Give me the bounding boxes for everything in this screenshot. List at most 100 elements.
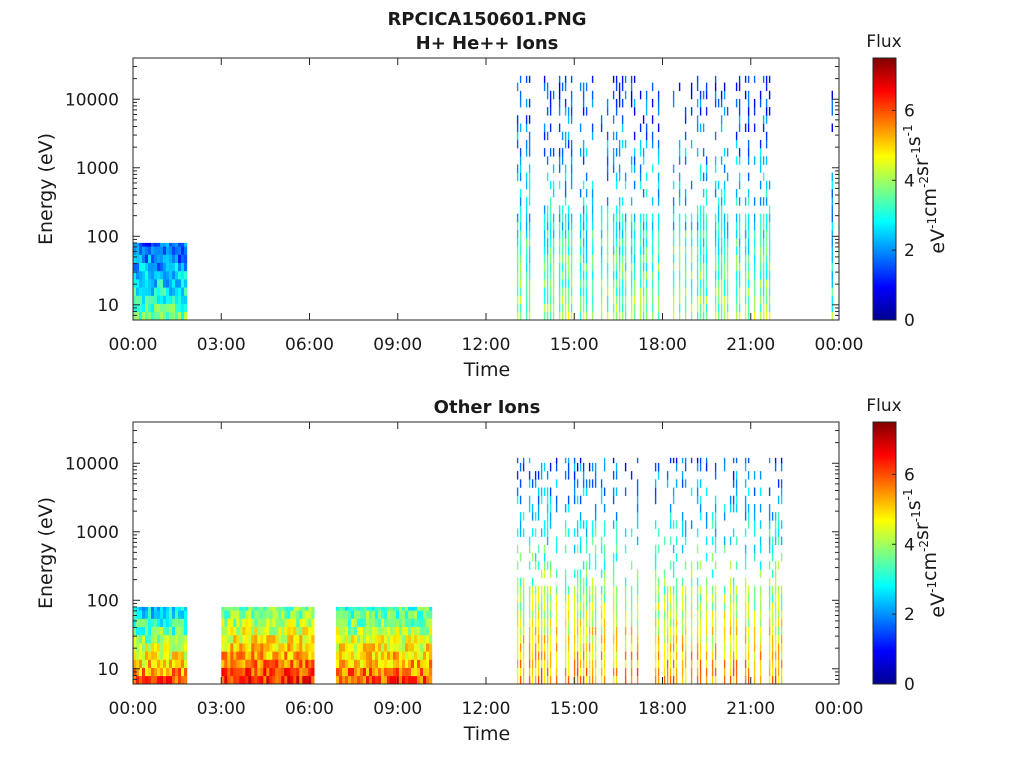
flux-cell — [357, 675, 361, 685]
flux-cell — [657, 610, 660, 619]
flux-cell — [429, 610, 433, 619]
flux-cell — [615, 229, 618, 239]
flux-cell — [633, 107, 636, 116]
flux-cell — [236, 651, 240, 660]
flux-cell — [714, 495, 717, 505]
flux-cell — [573, 585, 576, 595]
flux-cell — [540, 593, 543, 603]
flux-cell — [184, 618, 188, 627]
flux-cell — [567, 205, 570, 214]
flux-cell — [230, 675, 234, 685]
flux-cell — [690, 487, 693, 496]
flux-cell — [645, 270, 648, 280]
flux-cell — [624, 528, 627, 537]
x-tick-label: 00:00 — [109, 335, 158, 355]
flux-cell — [579, 82, 582, 92]
flux-cell — [684, 667, 687, 677]
flux-cell — [672, 520, 675, 529]
flux-cell — [175, 287, 179, 296]
flux-cell — [402, 634, 406, 644]
flux-cell — [151, 270, 155, 280]
flux-cell — [172, 303, 176, 313]
flux-cell — [735, 479, 738, 488]
flux-cell — [603, 569, 606, 578]
flux-cell — [154, 311, 158, 321]
flux-cell — [720, 254, 723, 263]
flux-cell — [561, 246, 564, 255]
flux-cell — [726, 254, 729, 263]
flux-cell — [657, 659, 660, 668]
flux-cell — [573, 528, 576, 537]
flux-cell — [768, 618, 771, 627]
flux-cell — [744, 651, 747, 660]
flux-cell — [714, 164, 717, 173]
flux-cell — [567, 246, 570, 255]
flux-cell — [564, 651, 567, 660]
flux-cell — [780, 643, 783, 652]
flux-cell — [624, 311, 627, 321]
flux-cell — [696, 221, 699, 231]
flux-cell — [537, 585, 540, 595]
flux-cell — [600, 610, 603, 619]
flux-cell — [299, 643, 303, 652]
flux-cell — [163, 246, 167, 255]
flux-cell — [576, 634, 579, 644]
flux-cell — [139, 651, 143, 660]
flux-cell — [768, 528, 771, 537]
flux-cell — [552, 189, 555, 198]
flux-cell — [600, 221, 603, 231]
flux-cell — [342, 634, 346, 644]
flux-cell — [163, 675, 167, 685]
flux-cell — [166, 643, 170, 652]
flux-cell — [651, 213, 654, 223]
flux-cell — [239, 610, 243, 619]
flux-cell — [738, 172, 741, 182]
flux-cell — [585, 246, 588, 255]
flux-cell — [175, 618, 179, 627]
flux-cell — [233, 651, 237, 660]
flux-cell — [675, 457, 678, 464]
flux-cell — [639, 90, 642, 100]
flux-cell — [543, 626, 546, 636]
flux-cell — [624, 618, 627, 627]
flux-cell — [227, 667, 231, 677]
flux-cell — [396, 651, 400, 660]
flux-cell — [669, 520, 672, 529]
flux-cell — [732, 503, 735, 513]
flux-cell — [516, 238, 519, 247]
flux-cell — [516, 618, 519, 627]
flux-cell — [681, 610, 684, 619]
flux-cell — [245, 618, 249, 627]
flux-cell — [675, 618, 678, 627]
flux-cell — [657, 172, 660, 182]
flux-cell — [747, 675, 750, 685]
flux-cell — [221, 659, 225, 668]
flux-cell — [699, 246, 702, 255]
flux-cell — [672, 487, 675, 496]
flux-cell — [555, 536, 558, 546]
flux-cell — [178, 254, 182, 263]
flux-cell — [311, 667, 315, 677]
flux-cell — [166, 626, 170, 636]
flux-cell — [681, 585, 684, 595]
flux-cell — [666, 667, 669, 677]
flux-cell — [525, 139, 528, 149]
flux-cell — [738, 213, 741, 223]
flux-cell — [696, 602, 699, 611]
flux-cell — [414, 610, 418, 619]
flux-cell — [552, 238, 555, 247]
flux-cell — [774, 667, 777, 677]
flux-cell — [378, 626, 382, 636]
flux-cell — [369, 659, 373, 668]
flux-cell — [690, 139, 693, 149]
flux-cell — [624, 172, 627, 182]
flux-cell — [528, 254, 531, 263]
flux-cell — [160, 610, 164, 619]
flux-cell — [576, 577, 579, 587]
flux-cell — [774, 634, 777, 644]
flux-cell — [678, 262, 681, 272]
flux-cell — [771, 634, 774, 644]
flux-cell — [528, 626, 531, 636]
flux-cell — [636, 602, 639, 611]
